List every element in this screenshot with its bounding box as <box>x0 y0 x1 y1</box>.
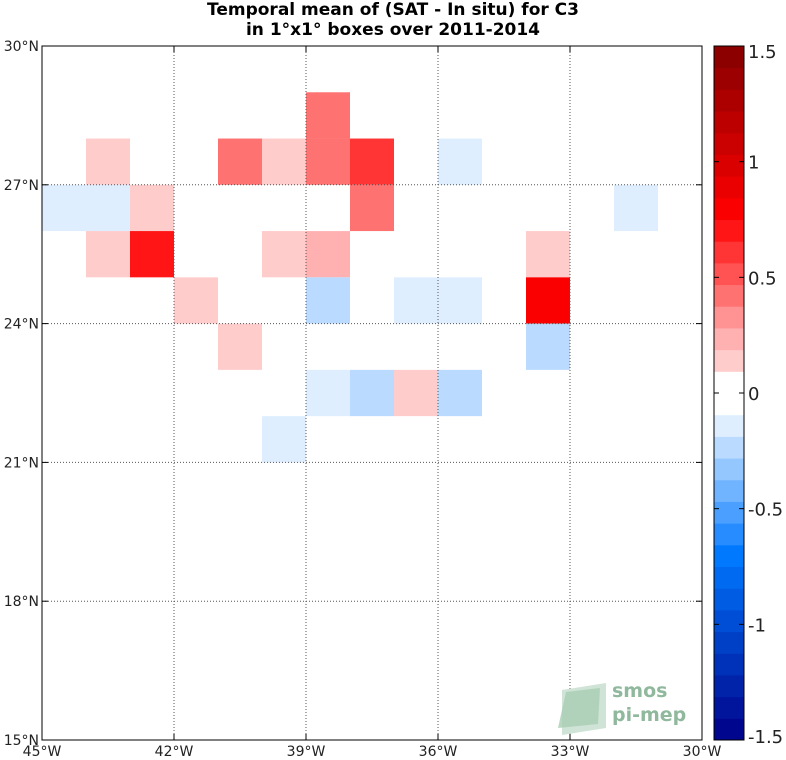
y-tick-label: 15°N <box>4 733 39 749</box>
x-tick-label: 39°W <box>287 744 326 760</box>
colorbar-level <box>714 479 744 502</box>
colorbar-level <box>714 219 744 242</box>
colorbar-tick-label: 1.5 <box>748 42 777 63</box>
colorbar-level <box>714 46 744 69</box>
heatmap-cell <box>130 231 174 278</box>
heatmap-cell <box>262 231 306 278</box>
heatmap-cell <box>350 138 394 185</box>
colorbar-level <box>714 501 744 524</box>
colorbar-level <box>714 176 744 199</box>
colorbar-level <box>714 306 744 329</box>
heatmap-cell <box>438 138 482 185</box>
logo-text-smos: smos <box>612 680 667 702</box>
heatmap-cell <box>394 277 438 324</box>
heatmap-cell <box>174 277 218 324</box>
x-tick-label: 30°W <box>683 744 722 760</box>
colorbar-level <box>714 414 744 437</box>
colorbar-level <box>714 523 744 546</box>
colorbar-level <box>714 371 744 394</box>
heatmap-cell <box>526 323 570 370</box>
colorbar-level <box>714 327 744 351</box>
colorbar-level <box>714 631 744 654</box>
colorbar-tick-label: -0.5 <box>748 500 783 521</box>
colorbar-level <box>714 718 744 741</box>
heatmap-cell <box>614 184 658 232</box>
heatmap-cell <box>262 416 306 463</box>
heatmap-cell <box>438 277 482 324</box>
heatmap-cell <box>218 138 262 185</box>
colorbar-level <box>714 436 744 459</box>
heatmap-cell <box>86 184 130 232</box>
colorbar-level <box>714 111 744 134</box>
colorbar-level <box>714 89 744 112</box>
heatmap-cell <box>130 184 174 232</box>
colorbar-level <box>714 674 744 698</box>
heatmap-cell <box>306 369 350 417</box>
colorbar-level <box>714 262 744 286</box>
colorbar-level <box>714 132 744 155</box>
heatmap-cell <box>438 369 482 417</box>
plot-frame <box>41 45 703 741</box>
heatmap-cell <box>526 277 570 324</box>
heatmap-cell <box>394 369 438 417</box>
colorbar-level <box>714 458 744 481</box>
logo-wave-icon-front <box>558 688 600 728</box>
heatmap-cell <box>350 184 394 232</box>
colorbar-tick-label: 0.5 <box>748 268 777 289</box>
heatmap-cell <box>42 184 86 232</box>
colorbar-tick-label: 0 <box>748 384 759 405</box>
grid-lines <box>42 46 702 740</box>
heatmap-cell <box>262 138 306 185</box>
smos-pimep-logo: smos pi-mep <box>558 680 686 735</box>
x-tick-label: 42°W <box>155 744 194 760</box>
chart-title: Temporal mean of (SAT - In situ) for C3 … <box>0 0 786 40</box>
heatmap-cell <box>86 231 130 278</box>
colorbar-level <box>714 696 744 719</box>
colorbar-tick-label: -1 <box>748 615 766 636</box>
title-line-2: in 1°x1° boxes over 2011-2014 <box>245 20 541 40</box>
x-tick-label: 33°W <box>551 744 590 760</box>
y-tick-label: 21°N <box>4 455 39 471</box>
colorbar-level <box>714 393 744 416</box>
y-tick-label: 30°N <box>4 39 39 55</box>
y-tick-label: 27°N <box>4 178 39 194</box>
colorbar-level <box>714 349 744 372</box>
colorbar-level <box>714 653 744 676</box>
heatmap-cell <box>306 92 350 139</box>
colorbar-level <box>714 609 744 633</box>
heatmap-cell <box>306 231 350 278</box>
x-tick-label: 36°W <box>419 744 458 760</box>
heatmap-cell <box>218 323 262 370</box>
colorbar-tick-label: -1.5 <box>748 727 783 748</box>
y-tick-label: 18°N <box>4 594 39 610</box>
heatmap-cell <box>526 231 570 278</box>
axes: 45°W 42°W 39°W 36°W 33°W 30°W 30°N 27°N 24°N 21°N… <box>4 39 722 760</box>
colorbar-level <box>714 241 744 264</box>
y-tick-label: 24°N <box>4 317 39 333</box>
colorbar-tick-label: 1 <box>748 153 759 174</box>
colorbar-level <box>714 544 744 567</box>
logo-text-pimep: pi-mep <box>612 704 686 726</box>
heatmap-cell <box>306 138 350 185</box>
heatmap-cells <box>42 92 658 463</box>
colorbar-level <box>714 566 744 589</box>
colorbar-level <box>714 284 744 307</box>
heatmap-cell <box>306 277 350 324</box>
colorbar-level <box>714 154 744 177</box>
colorbar-level <box>714 197 744 220</box>
heatmap-cell <box>86 138 130 185</box>
title-line-1: Temporal mean of (SAT - In situ) for C3 <box>207 0 579 20</box>
colorbar-level <box>714 588 744 611</box>
x-tick-label: 45°W <box>23 744 62 760</box>
colorbar-level <box>714 67 744 90</box>
colorbar: 1.5 1 0.5 0 -0.5 -1 -1.5 <box>713 42 783 748</box>
heatmap-cell <box>350 369 394 417</box>
